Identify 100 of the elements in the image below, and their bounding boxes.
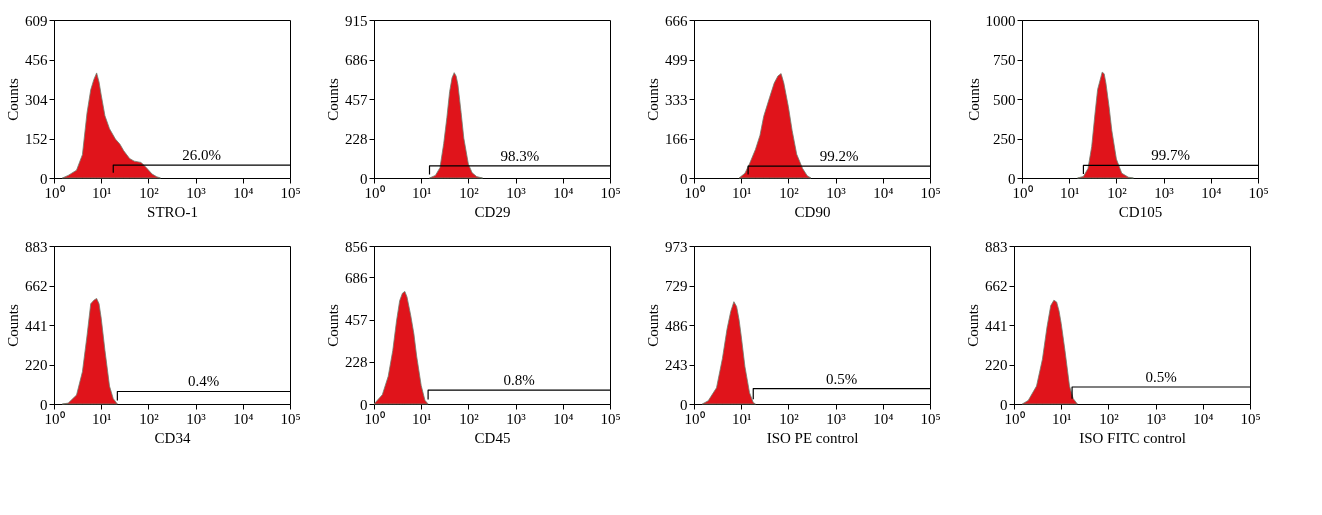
x-tick-label: 10³: [506, 410, 527, 427]
x-tick-label: 10⁴: [233, 410, 254, 427]
y-tick-label: 333: [665, 91, 688, 108]
x-tick-label: 10¹: [411, 184, 432, 201]
y-axis-title: Counts: [965, 304, 981, 347]
x-tick-label: 10²: [139, 184, 160, 201]
x-tick-label: 10⁰: [364, 410, 385, 427]
x-tick-label: 10⁵: [600, 410, 621, 427]
y-axis-title: Counts: [325, 304, 341, 347]
x-tick-label: 10²: [1107, 184, 1128, 201]
x-tick-label: 10⁰: [1012, 184, 1033, 201]
y-tick-label: 220: [25, 357, 48, 374]
y-tick-label: 666: [665, 12, 688, 29]
y-tick-label: 662: [985, 278, 1008, 295]
annotation: 99.7%: [1151, 147, 1191, 164]
x-tick-label: 10⁴: [873, 410, 894, 427]
x-tick-label: 10³: [1146, 410, 1167, 427]
y-tick-label: 686: [345, 269, 368, 286]
y-tick-label: 228: [345, 354, 368, 371]
x-tick-label: 10⁵: [1240, 410, 1261, 427]
y-tick-label: 856: [345, 238, 368, 255]
y-tick-label: 0: [1000, 396, 1008, 413]
y-tick-label: 486: [665, 317, 688, 334]
y-tick-label: 0: [1008, 170, 1016, 187]
x-tick-label: 10⁴: [873, 184, 894, 201]
x-axis-title: ISO PE control: [766, 429, 859, 446]
y-tick-label: 0: [40, 396, 48, 413]
x-tick-label: 10³: [826, 410, 847, 427]
annotation: 98.3%: [500, 147, 540, 164]
x-tick-label: 10³: [186, 184, 207, 201]
y-tick-label: 499: [665, 52, 688, 69]
x-tick-label: 10³: [1154, 184, 1175, 201]
y-tick-label: 228: [345, 131, 368, 148]
y-tick-label: 0: [680, 396, 688, 413]
y-axis-title: Counts: [325, 78, 341, 121]
x-axis-title: ISO FITC control: [1079, 429, 1186, 446]
x-tick-label: 10²: [459, 184, 480, 201]
x-axis-title: STRO-1: [147, 203, 198, 220]
y-tick-label: 243: [665, 357, 688, 374]
x-tick-label: 10¹: [731, 410, 752, 427]
x-tick-label: 10¹: [1059, 184, 1080, 201]
x-tick-label: 10¹: [91, 184, 112, 201]
x-tick-label: 10⁴: [553, 410, 574, 427]
y-tick-label: 0: [40, 170, 48, 187]
x-tick-label: 10⁵: [920, 410, 941, 427]
x-tick-label: 10⁵: [280, 184, 301, 201]
y-tick-label: 456: [25, 52, 48, 69]
annotation: 0.4%: [188, 373, 220, 390]
x-tick-label: 10²: [139, 410, 160, 427]
y-tick-label: 1000: [985, 12, 1016, 29]
x-tick-label: 10⁴: [233, 184, 254, 201]
x-tick-label: 10⁰: [684, 410, 705, 427]
y-tick-label: 441: [985, 317, 1008, 334]
y-tick-label: 0: [680, 170, 688, 187]
x-tick-label: 10²: [779, 184, 800, 201]
x-tick-label: 10⁰: [44, 184, 65, 201]
y-tick-label: 0: [360, 396, 368, 413]
x-axis-title: CD90: [794, 203, 831, 220]
x-tick-label: 10⁴: [1201, 184, 1222, 201]
y-tick-label: 220: [985, 357, 1008, 374]
x-tick-label: 10⁴: [553, 184, 574, 201]
y-tick-label: 662: [25, 278, 48, 295]
x-axis-title: CD45: [474, 429, 511, 446]
annotation: 0.5%: [826, 370, 858, 387]
y-axis-title: Counts: [645, 78, 661, 121]
annotation: 0.8%: [503, 372, 535, 389]
x-tick-label: 10⁰: [684, 184, 705, 201]
y-tick-label: 973: [665, 238, 688, 255]
x-tick-label: 10⁵: [920, 184, 941, 201]
x-tick-label: 10⁰: [1004, 410, 1025, 427]
x-tick-label: 10¹: [731, 184, 752, 201]
y-tick-label: 729: [665, 278, 688, 295]
x-axis-title: CD34: [154, 429, 191, 446]
y-tick-label: 500: [993, 91, 1016, 108]
y-tick-label: 250: [993, 131, 1016, 147]
x-tick-label: 10³: [506, 184, 527, 201]
y-axis-title: Counts: [5, 304, 21, 347]
y-tick-label: 457: [345, 91, 368, 108]
x-tick-label: 10¹: [91, 410, 112, 427]
y-tick-label: 441: [25, 317, 48, 334]
y-tick-label: 152: [25, 131, 48, 148]
x-tick-label: 10²: [779, 410, 800, 427]
y-axis-title: Counts: [645, 304, 661, 347]
y-tick-label: 883: [25, 238, 48, 255]
x-tick-label: 10⁰: [44, 410, 65, 427]
x-tick-label: 10⁵: [280, 410, 301, 427]
y-tick-label: 166: [665, 131, 688, 148]
x-tick-label: 10¹: [411, 410, 432, 427]
x-tick-label: 10⁵: [600, 184, 621, 201]
y-axis-title: Counts: [965, 78, 982, 121]
y-tick-label: 883: [985, 238, 1008, 255]
annotation: 0.5%: [1145, 369, 1177, 385]
x-tick-label: 10³: [186, 410, 207, 427]
x-tick-label: 10²: [1099, 410, 1120, 427]
x-tick-label: 10¹: [1051, 410, 1072, 427]
x-axis-title: CD105: [1118, 203, 1163, 220]
y-tick-label: 457: [345, 312, 368, 329]
x-tick-label: 10⁵: [1248, 184, 1269, 201]
x-axis-title: CD29: [474, 203, 511, 220]
y-tick-label: 750: [993, 52, 1016, 68]
